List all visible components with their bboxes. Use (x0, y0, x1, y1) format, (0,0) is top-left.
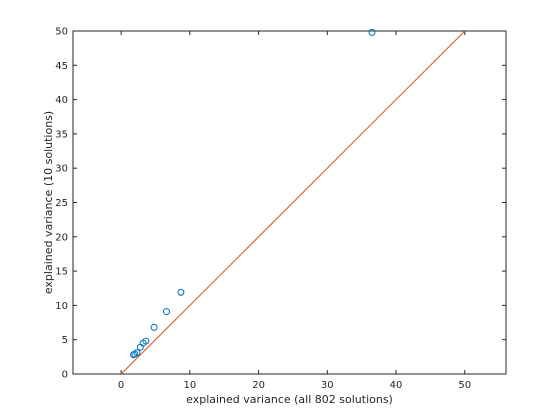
y-tick-label: 20 (55, 232, 68, 243)
x-tick-label: 20 (252, 380, 265, 391)
y-tick-label: 30 (55, 164, 68, 175)
y-tick-label: 0 (62, 370, 68, 381)
y-tick-label: 45 (55, 61, 68, 72)
data-point (368, 28, 376, 36)
y-tick-label: 35 (55, 129, 68, 140)
y-tick-label: 25 (55, 198, 68, 209)
series-layer (120, 28, 466, 375)
x-tick-label: 50 (458, 380, 471, 391)
y-tick-label: 10 (55, 301, 68, 312)
y-tick-label: 40 (55, 95, 68, 106)
y-tick-label: 15 (55, 267, 68, 278)
y-tick-label: 5 (62, 335, 68, 346)
x-tick-label: 10 (183, 380, 196, 391)
plot-area (72, 30, 507, 375)
x-axis: 0 10 20 30 40 50 (118, 31, 471, 391)
x-tick-label: 40 (390, 380, 403, 391)
y-axis-label: explained variance (10 solutions) (42, 111, 55, 294)
data-point (150, 323, 158, 331)
x-tick-label: 0 (118, 380, 124, 391)
reference-line (120, 30, 466, 375)
data-point (129, 351, 137, 359)
data-point (162, 308, 170, 316)
x-tick-label: 30 (321, 380, 334, 391)
y-tick-label: 50 (55, 27, 68, 38)
x-axis-label: explained variance (all 802 solutions) (186, 393, 393, 406)
data-point (136, 343, 144, 351)
data-point (177, 288, 185, 296)
data-point (133, 349, 141, 357)
y-axis: 0 5 10 15 20 25 30 35 40 45 50 (55, 27, 506, 381)
